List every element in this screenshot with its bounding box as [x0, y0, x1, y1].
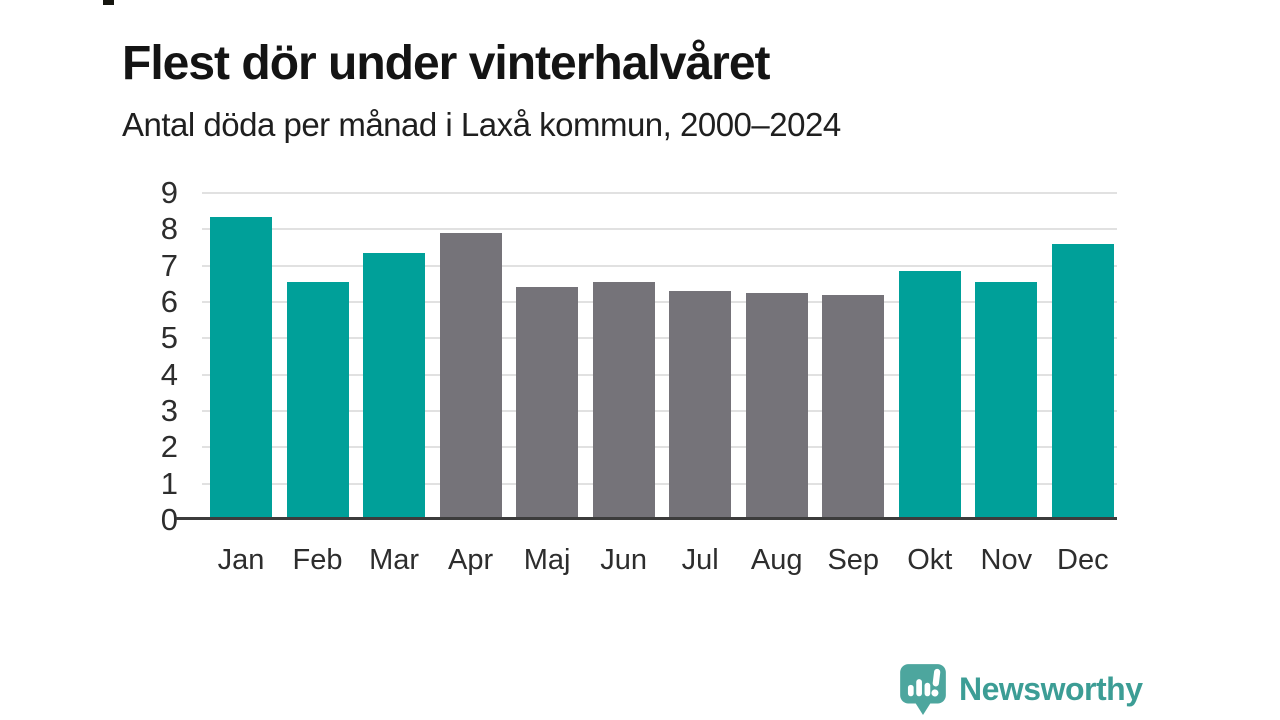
y-tick-label-9: 9 [160, 175, 178, 210]
x-tick-label-apr: Apr [448, 544, 494, 576]
bar-group-feb: Feb [286, 193, 349, 576]
bar-jul [669, 291, 732, 520]
gridline-y4 [202, 373, 1117, 376]
chart-title: Flest dör under vinterhalvåret [122, 37, 771, 91]
branding-footer: Newsworthy [898, 662, 1143, 716]
bar-okt [898, 271, 961, 520]
x-tick-label-maj: Maj [523, 544, 571, 576]
gridline-y3 [202, 410, 1117, 412]
x-tick-label-sep: Sep [827, 544, 880, 576]
x-axis-line [176, 517, 1117, 520]
x-tick-label-jul: Jul [681, 544, 719, 576]
bar-dec [1051, 243, 1114, 520]
x-tick-label-jan: Jan [217, 544, 265, 576]
screenshot-edge-artifact [103, 0, 114, 5]
y-tick-label-8: 8 [160, 211, 178, 247]
bar-sep [822, 294, 885, 520]
bar-apr [439, 232, 502, 520]
x-tick-label-nov: Nov [980, 544, 1033, 576]
bar-group-mar: Mar [363, 193, 426, 576]
x-tick-label-feb: Feb [292, 544, 343, 576]
gridline-y6 [202, 301, 1117, 303]
bar-group-jan: Jan [210, 193, 272, 576]
gridline-y5 [202, 337, 1117, 340]
bar-group-okt: Okt [898, 193, 961, 576]
y-tick-label-6: 6 [160, 284, 178, 319]
bar-mar [363, 252, 426, 520]
bar-jan [210, 216, 272, 520]
y-tick-label-5: 5 [160, 320, 178, 356]
bar-feb [286, 282, 349, 520]
y-tick-label-2: 2 [160, 429, 178, 465]
x-tick-label-dec: Dec [1057, 544, 1109, 576]
y-tick-label-1: 1 [160, 465, 178, 501]
chart-subtitle: Antal döda per månad i Laxå kommun, 2000… [122, 106, 841, 143]
bar-group-dec: Dec [1051, 193, 1114, 576]
bar-group-sep: Sep [822, 193, 885, 576]
bar-group-aug: Aug [745, 193, 808, 576]
bar-maj [516, 287, 579, 520]
bar-aug [745, 292, 808, 520]
y-tick-label-0: 0 [160, 502, 178, 537]
gridline-y1 [202, 482, 1117, 485]
logo-wordmark: Newsworthy [959, 670, 1143, 707]
x-tick-label-aug: Aug [750, 544, 803, 576]
gridline-y9 [202, 192, 1117, 194]
y-tick-label-3: 3 [160, 393, 178, 428]
bar-group-jun: Jun [592, 193, 655, 576]
bar-chart-speech-bubble-icon [900, 664, 946, 715]
bar-nov [975, 282, 1038, 520]
y-tick-label-4: 4 [160, 356, 178, 392]
plot-area [202, 192, 1117, 520]
x-tick-label-jun: Jun [600, 544, 648, 576]
bars-container: Jan Feb Mar Apr Maj Jun Jul Aug Sep Okt Nov Dec [210, 193, 1114, 576]
bar-jun [592, 282, 655, 520]
x-tick-label-okt: Okt [907, 544, 953, 576]
bar-group-nov: Nov [975, 193, 1038, 576]
gridline-y2 [202, 446, 1117, 449]
bar-group-apr: Apr [439, 193, 502, 576]
x-tick-label-mar: Mar [369, 544, 420, 576]
y-tick-label-7: 7 [160, 247, 178, 283]
bar-group-jul: Jul [669, 193, 732, 576]
gridline-y7 [202, 264, 1117, 267]
gridline-y8 [202, 228, 1117, 231]
bar-group-maj: Maj [516, 193, 579, 576]
